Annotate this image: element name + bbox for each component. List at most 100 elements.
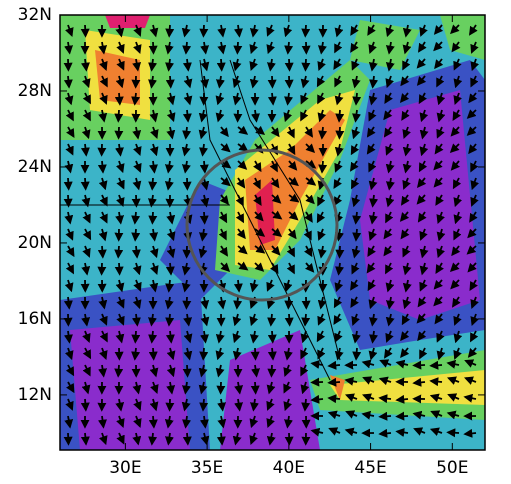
wind-vector <box>446 359 460 369</box>
wind-vector <box>402 245 411 258</box>
wind-vector <box>149 160 158 174</box>
wind-vector <box>436 126 445 139</box>
wind-vector <box>115 143 124 157</box>
wind-vector <box>164 415 174 429</box>
wind-vector <box>181 24 191 38</box>
wind-vector <box>80 24 90 38</box>
wind-vector <box>317 296 327 310</box>
wind-vector <box>401 313 411 326</box>
wind-vector <box>466 126 477 136</box>
wind-vector <box>64 415 74 429</box>
wind-vector <box>368 313 378 327</box>
wind-vector <box>453 75 463 89</box>
x-tick-label: 40E <box>273 458 305 478</box>
wind-vector <box>385 313 395 327</box>
wind-vector <box>165 58 175 72</box>
wind-vector <box>99 313 108 326</box>
wind-vector <box>434 313 444 325</box>
wind-vector <box>232 330 242 344</box>
wind-vector <box>429 360 443 370</box>
wind-vector <box>217 24 227 38</box>
y-tick-label: 32N <box>18 5 52 25</box>
wind-vector <box>385 330 394 343</box>
wind-vector <box>300 381 310 395</box>
wind-vector <box>183 92 193 106</box>
wind-vector <box>416 194 426 205</box>
wind-vector <box>133 143 142 157</box>
wind-vector <box>200 313 210 327</box>
wind-vector <box>63 177 73 191</box>
wind-vector <box>182 41 192 55</box>
wind-vector <box>133 279 142 292</box>
wind-vector <box>368 211 378 225</box>
wind-vector <box>215 92 225 106</box>
wind-vector <box>317 92 326 105</box>
wind-vector <box>266 381 276 395</box>
x-tick-label: 35E <box>191 458 223 478</box>
wind-vector <box>183 313 193 327</box>
wind-vector <box>470 194 479 207</box>
wind-vector <box>351 75 361 89</box>
wind-vector <box>334 92 344 106</box>
wind-vector <box>64 347 74 361</box>
wind-vector <box>166 126 176 140</box>
wind-vector <box>237 160 248 170</box>
wind-vector <box>385 194 395 208</box>
wind-vector <box>435 194 444 206</box>
wind-vector <box>395 411 409 421</box>
wind-vector <box>367 245 376 257</box>
wind-vector <box>352 211 362 225</box>
wind-vector <box>133 160 142 173</box>
wind-vector <box>200 432 210 446</box>
wind-vector <box>199 211 209 225</box>
wind-vector <box>310 427 324 437</box>
wind-vector <box>385 279 395 293</box>
wind-vector <box>115 279 125 293</box>
wind-vector <box>114 109 124 123</box>
wind-vector <box>267 313 277 327</box>
wind-vector <box>301 313 311 327</box>
wind-vector <box>453 313 462 326</box>
wind-vector <box>166 381 176 395</box>
wind-vector <box>234 398 244 412</box>
wind-vector <box>453 347 462 360</box>
wind-vector <box>182 296 192 310</box>
wind-vector <box>232 313 242 327</box>
wind-vector <box>82 211 91 224</box>
wind-vector <box>270 262 279 275</box>
plot-frame <box>59 14 486 451</box>
wind-vector <box>288 193 300 203</box>
wind-vector <box>305 194 315 205</box>
wind-vector <box>182 381 191 395</box>
wind-vector <box>181 279 191 293</box>
wind-vector <box>468 143 478 155</box>
wind-vector <box>429 393 443 403</box>
wind-vector <box>235 211 244 224</box>
wind-vector <box>469 211 478 223</box>
wind-vector <box>219 126 229 138</box>
wind-vector <box>271 227 283 237</box>
wind-vector <box>433 41 443 52</box>
wind-vector <box>436 330 445 343</box>
wind-vector <box>82 109 91 122</box>
wind-vector <box>131 330 141 344</box>
wind-vector <box>165 313 175 327</box>
y-tick-label: 16N <box>18 309 52 329</box>
wind-vector <box>436 75 445 88</box>
wind-vector <box>452 109 461 122</box>
wind-vector <box>300 330 310 344</box>
wind-vector <box>350 143 360 156</box>
wind-vector <box>301 24 311 38</box>
wind-vector <box>451 296 461 308</box>
wind-vector <box>149 109 159 123</box>
wind-vector <box>115 160 125 174</box>
wind-vector <box>267 364 277 378</box>
wind-vector <box>166 92 176 106</box>
wind-vector <box>400 330 410 342</box>
wind-vector <box>350 296 359 308</box>
wind-vector <box>199 143 208 157</box>
wind-vector <box>385 177 395 191</box>
wind-vector <box>300 92 309 105</box>
wind-vector <box>216 75 225 89</box>
wind-vector <box>469 279 478 292</box>
